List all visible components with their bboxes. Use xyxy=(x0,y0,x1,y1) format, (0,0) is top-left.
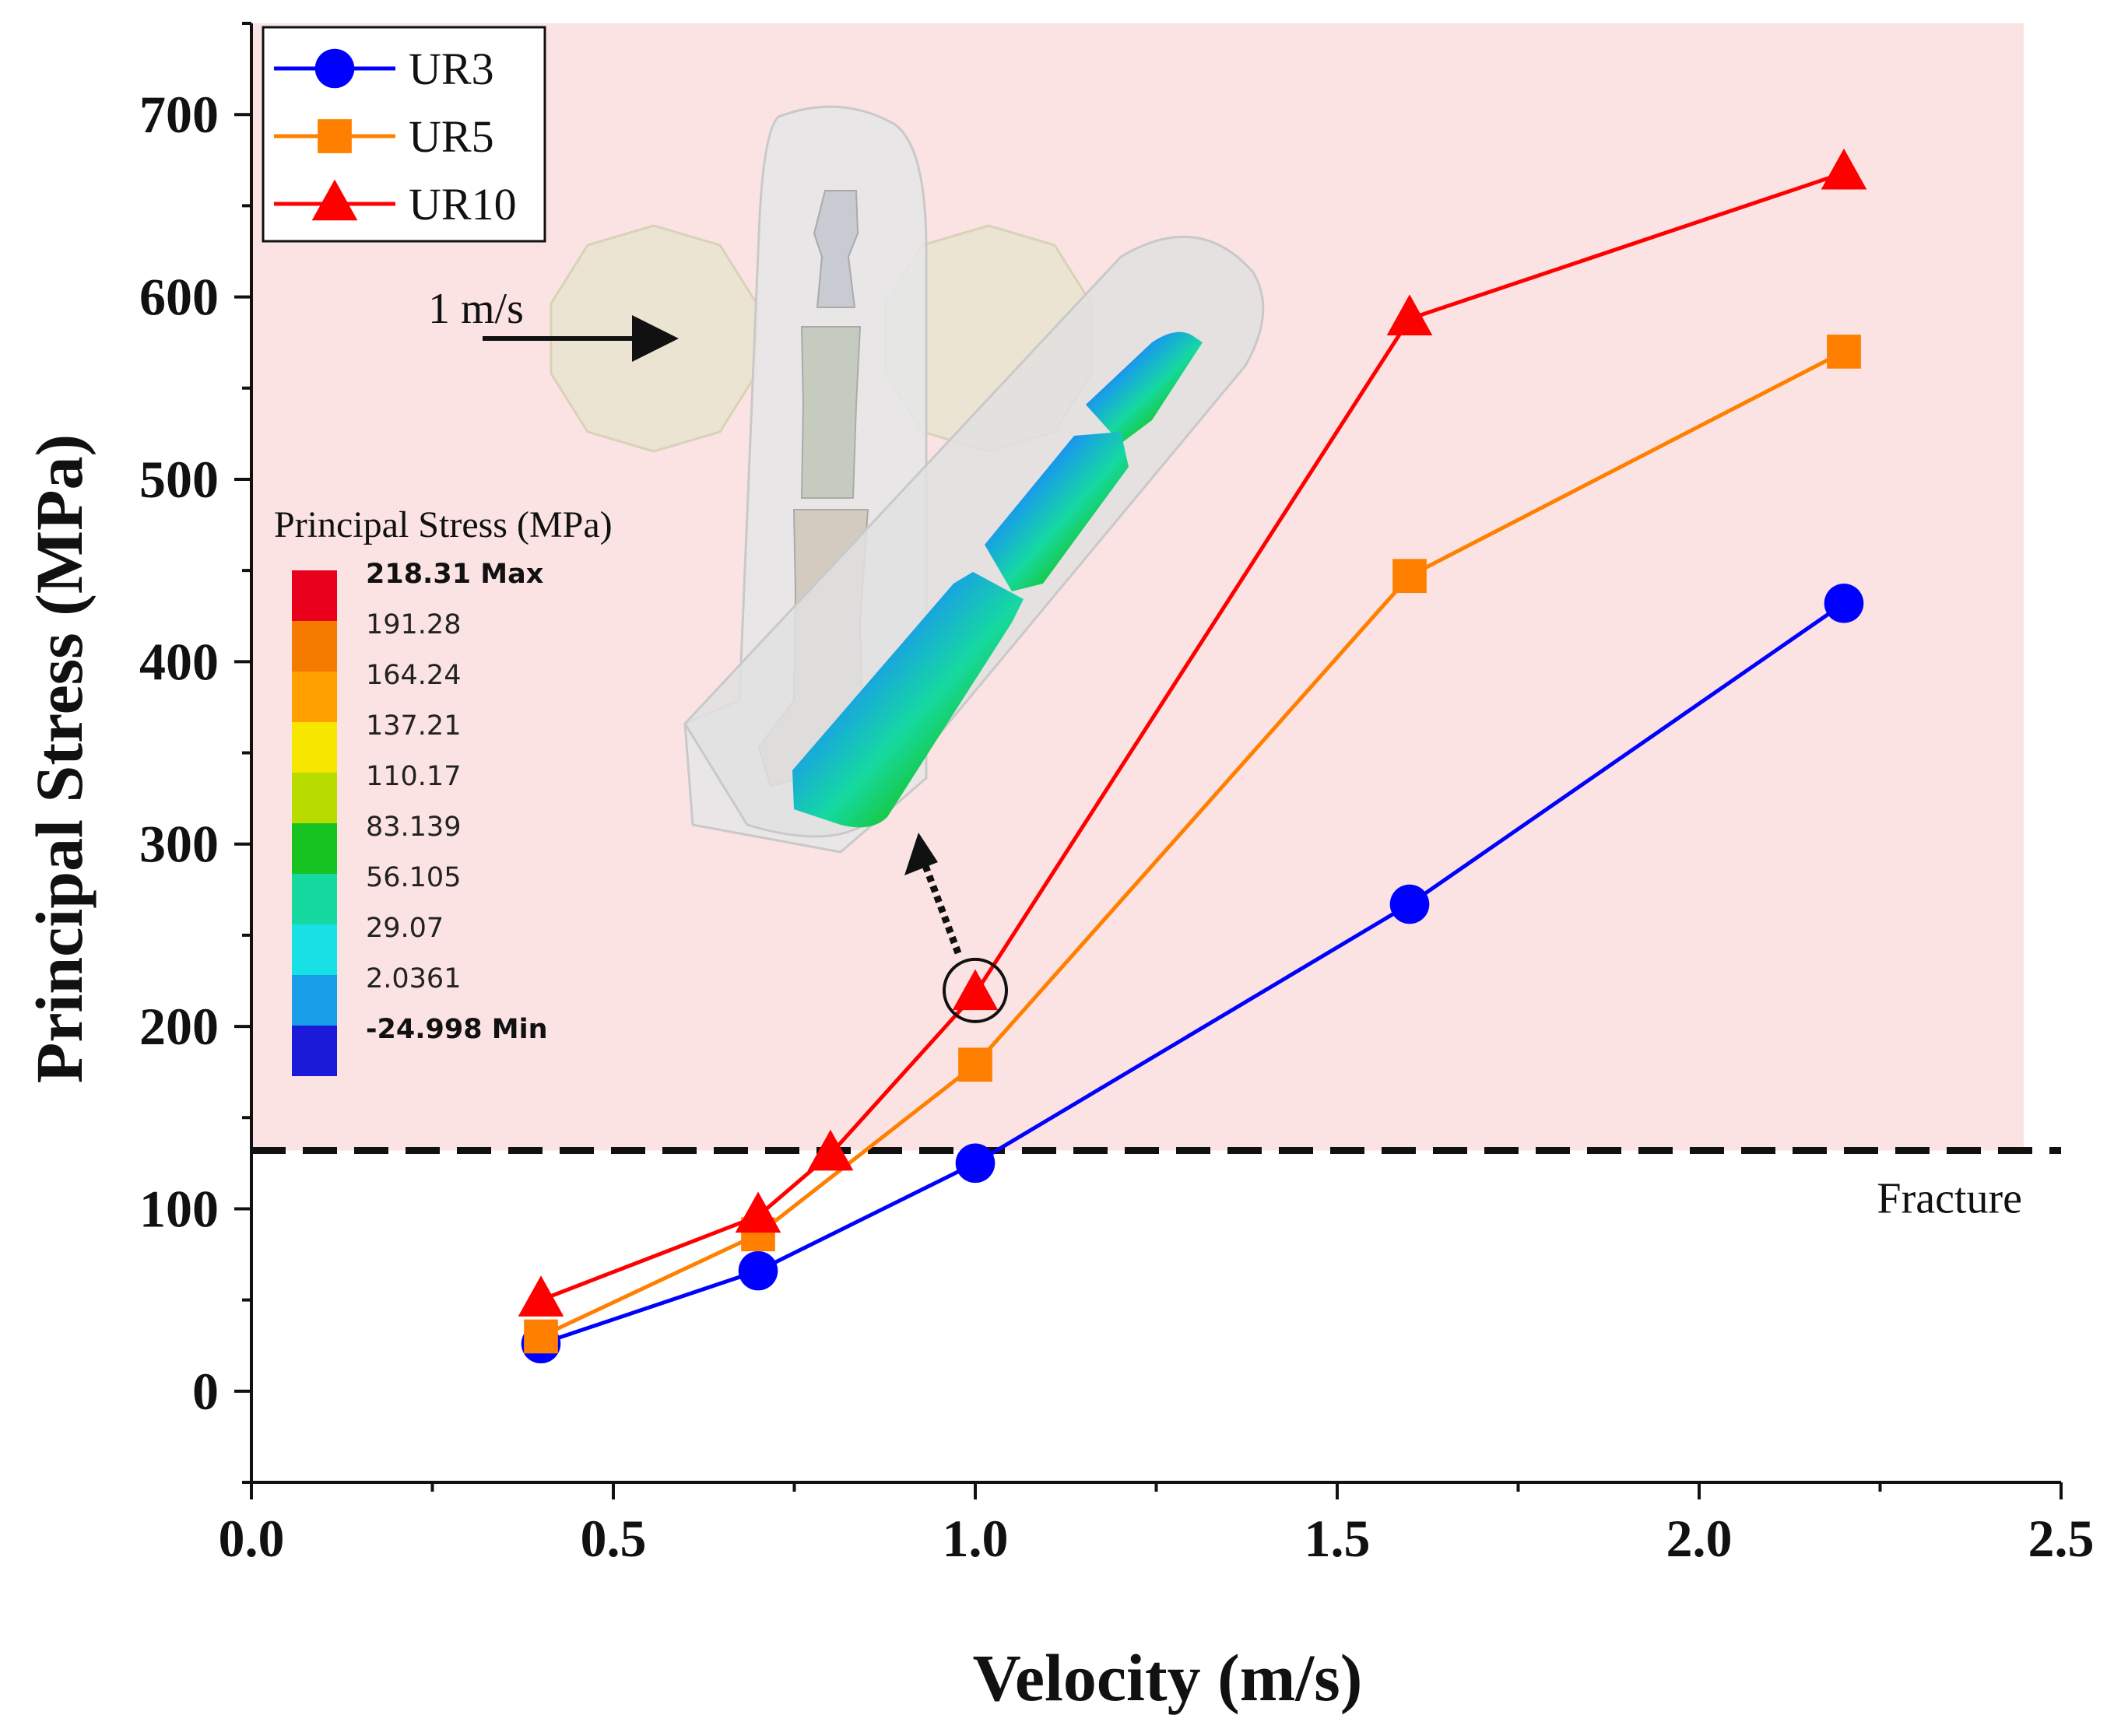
data-point-ur3 xyxy=(738,1250,778,1291)
x-axis-title: Velocity (m/s) xyxy=(973,1640,1363,1715)
colorbar-label: 29.07 xyxy=(366,913,444,944)
colorbar-swatch xyxy=(292,570,337,621)
colorbar-label: -24.998 Min xyxy=(366,1014,548,1045)
stress-bone-distal xyxy=(1086,331,1203,444)
colorbar-swatch xyxy=(292,773,337,823)
finger-bone-middle xyxy=(800,326,862,499)
y-tick-label: 0 xyxy=(192,1362,219,1421)
data-point-ur5 xyxy=(1392,559,1427,594)
fracture-threshold: Fracture xyxy=(251,1146,2061,1222)
colorbar-swatch xyxy=(292,975,337,1026)
y-tick-label: 700 xyxy=(139,85,219,144)
data-point-ur10 xyxy=(952,969,999,1011)
series-ur10 xyxy=(518,148,1867,1317)
data-point-ur10 xyxy=(1821,148,1867,190)
y-tick-label: 600 xyxy=(139,268,219,327)
legend-item-ur5: UR5 xyxy=(274,111,494,162)
y-tick-label: 100 xyxy=(139,1179,219,1238)
data-point-ur5 xyxy=(1827,335,1861,369)
y-tick-label: 200 xyxy=(139,997,219,1056)
y-tick-label: 300 xyxy=(139,815,219,874)
highlight-arrow-head xyxy=(904,833,938,875)
axes: 0.0 0.5 1.0 1.5 2.0 2.5 0 100 200 300 400 500 600 700 xyxy=(139,22,2095,1568)
legend-item-ur3: UR3 xyxy=(274,44,494,94)
fracture-label: Fracture xyxy=(1877,1174,2022,1222)
colorbar-label: 164.24 xyxy=(366,660,461,691)
colorbar-swatch xyxy=(292,874,337,924)
highlight-circle xyxy=(943,957,1008,1023)
colorbar-swatch xyxy=(292,1026,337,1076)
data-point-ur10 xyxy=(735,1191,781,1233)
colorbar-label: 2.0361 xyxy=(366,963,461,994)
x-tick-label: 1.0 xyxy=(943,1509,1009,1568)
data-point-ur5 xyxy=(524,1319,558,1354)
colorbar-swatch xyxy=(292,621,337,672)
colorbar-swatch xyxy=(292,722,337,773)
highlight-annotation xyxy=(904,833,1008,1023)
colorbar-label: 137.21 xyxy=(366,710,461,742)
legend-label: UR5 xyxy=(409,111,494,162)
x-tick-label: 0.0 xyxy=(219,1509,285,1568)
y-tick-label: 400 xyxy=(139,632,219,691)
data-point-ur10 xyxy=(1386,294,1433,335)
velocity-label: 1 m/s xyxy=(428,285,524,333)
highlight-arrow-shaft xyxy=(921,862,962,955)
colorbar-title: Principal Stress (MPa) xyxy=(274,504,613,545)
y-axis-title: Principal Stress (MPa) xyxy=(22,434,97,1083)
legend-item-ur10: UR10 xyxy=(274,179,517,230)
data-series xyxy=(518,148,1867,1364)
colorbar-label: 110.17 xyxy=(366,761,461,792)
stress-bone-middle xyxy=(985,432,1129,591)
colorbar: Principal Stress (MPa) 218.31 Max 191.28 1… xyxy=(274,504,613,1076)
y-tick-label: 500 xyxy=(139,450,219,509)
finger-bone-distal xyxy=(813,190,859,308)
legend-marker xyxy=(311,179,358,221)
data-point-ur10 xyxy=(807,1129,854,1171)
x-tick-label: 2.0 xyxy=(1666,1509,1733,1568)
x-tick-label: 1.5 xyxy=(1305,1509,1371,1568)
series-line-ur10 xyxy=(540,170,1845,1302)
finite-element-inset: 1 m/s xyxy=(428,105,1265,854)
data-point-ur5 xyxy=(958,1047,992,1082)
legend-label: UR3 xyxy=(409,44,494,94)
stress-bone-proximal xyxy=(792,572,1024,828)
colorbar-swatch xyxy=(292,672,337,722)
data-point-ur3 xyxy=(1824,584,1864,623)
colorbar-label: 56.105 xyxy=(366,862,461,893)
colorbar-label: 218.31 Max xyxy=(366,559,544,590)
legend: UR3 UR5 UR10 xyxy=(262,26,546,243)
colorbar-label: 83.139 xyxy=(366,812,461,843)
data-point-ur3 xyxy=(955,1143,996,1184)
x-tick-label: 2.5 xyxy=(2028,1509,2095,1568)
legend-marker xyxy=(314,48,355,89)
colorbar-swatch xyxy=(292,924,337,975)
colorbar-label: 191.28 xyxy=(366,609,461,640)
legend-marker xyxy=(318,119,352,153)
data-point-ur3 xyxy=(1389,884,1430,924)
colorbar-swatch xyxy=(292,823,337,874)
x-tick-label: 0.5 xyxy=(581,1509,647,1568)
data-point-ur10 xyxy=(518,1275,564,1317)
legend-label: UR10 xyxy=(409,179,517,230)
